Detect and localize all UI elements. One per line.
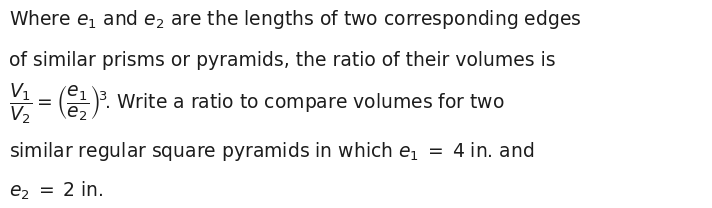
Text: similar regular square pyramids in which $e_1\; = \;4$ in. and: similar regular square pyramids in which…: [9, 140, 535, 163]
Text: $\dfrac{V_1}{V_2} = \left(\dfrac{e_1}{e_2}\right)^{\!3}\!$. Write a ratio to com: $\dfrac{V_1}{V_2} = \left(\dfrac{e_1}{e_…: [9, 82, 505, 126]
Text: of similar prisms or pyramids, the ratio of their volumes is: of similar prisms or pyramids, the ratio…: [9, 51, 556, 69]
Text: $e_2\; = \;2$ in.: $e_2\; = \;2$ in.: [9, 180, 104, 202]
Text: Where $e_1$ and $e_2$ are the lengths of two corresponding edges: Where $e_1$ and $e_2$ are the lengths of…: [9, 8, 582, 31]
